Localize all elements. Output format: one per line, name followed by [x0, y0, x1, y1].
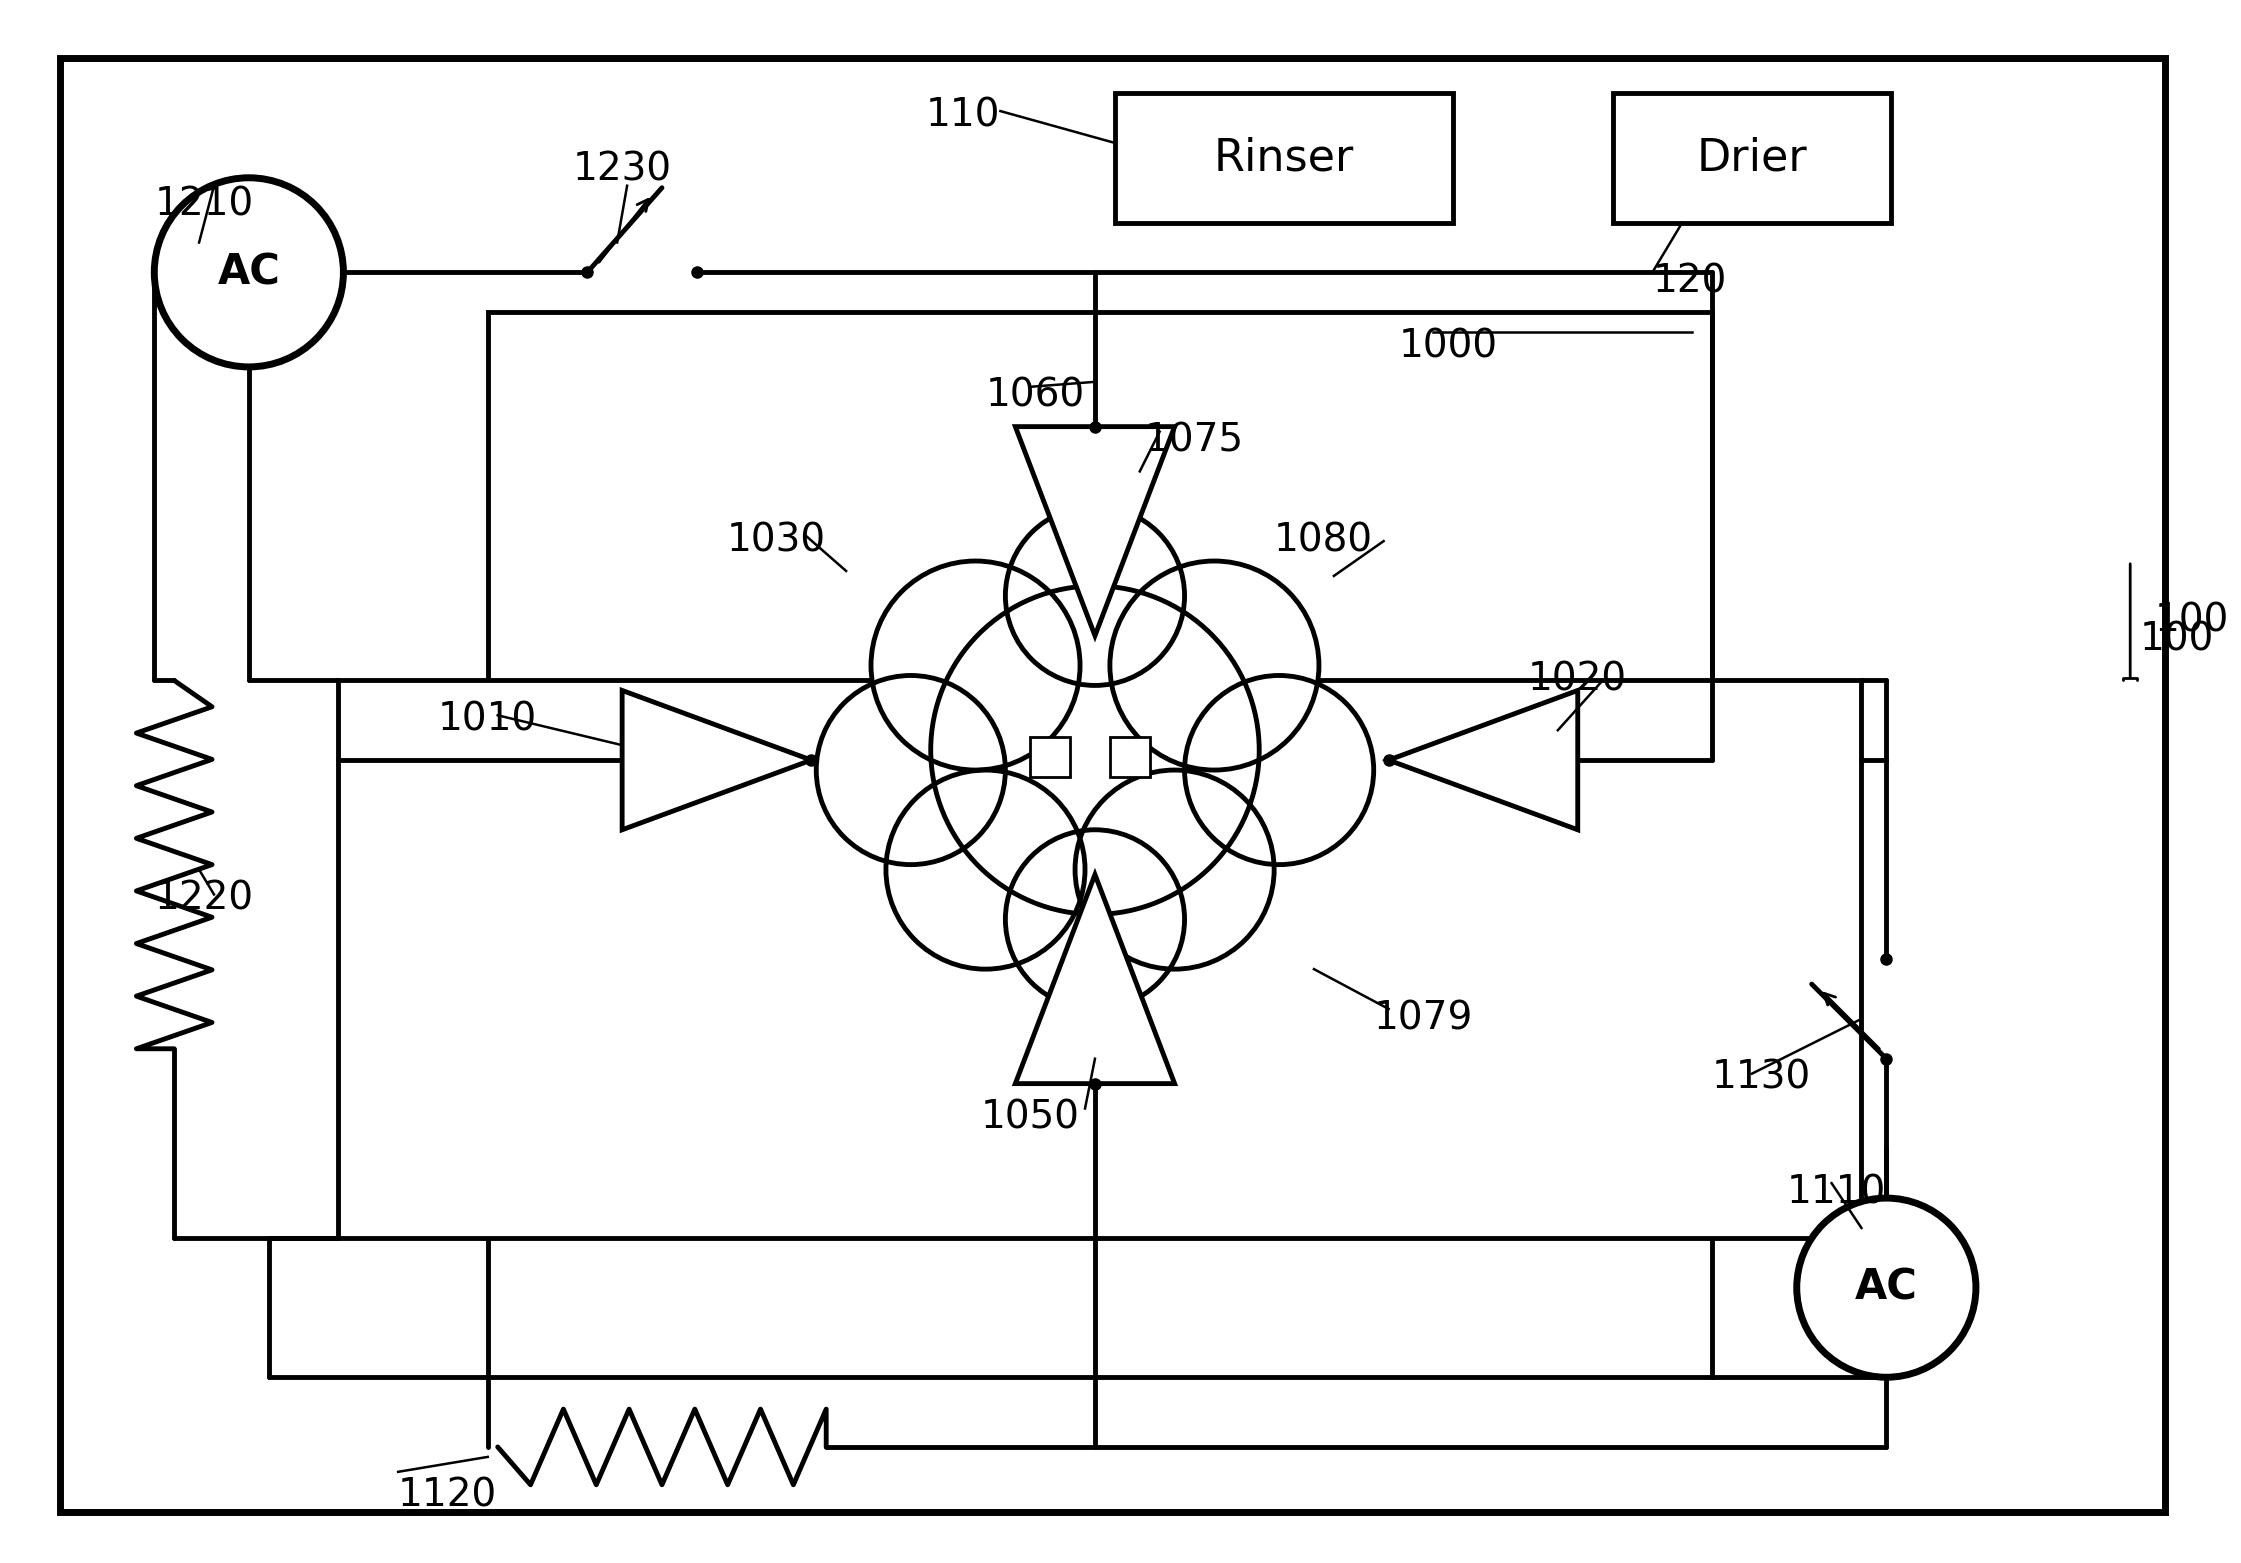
Circle shape [1109, 561, 1320, 771]
Text: 1220: 1220 [155, 880, 253, 917]
Circle shape [1006, 830, 1185, 1010]
Polygon shape [1015, 427, 1174, 636]
Circle shape [1797, 1199, 1977, 1377]
Text: AC: AC [217, 252, 280, 294]
Circle shape [1076, 771, 1275, 969]
Polygon shape [1389, 691, 1578, 830]
Text: 1000: 1000 [1398, 327, 1497, 366]
Circle shape [1006, 506, 1185, 686]
Text: 1130: 1130 [1712, 1058, 1811, 1097]
Bar [1114, 94, 1454, 222]
Text: AC: AC [1856, 1266, 1918, 1308]
Polygon shape [1015, 875, 1174, 1083]
Text: 120: 120 [1652, 263, 1728, 300]
Text: Drier: Drier [1696, 136, 1806, 180]
Text: 1060: 1060 [986, 377, 1085, 414]
Circle shape [816, 675, 1006, 864]
Circle shape [885, 771, 1085, 969]
Circle shape [930, 586, 1259, 914]
Text: 1210: 1210 [155, 186, 253, 224]
Text: 1020: 1020 [1528, 661, 1627, 699]
Text: 1230: 1230 [571, 152, 672, 189]
Bar [1109, 738, 1150, 777]
Text: 100: 100 [2156, 602, 2230, 639]
Bar [338, 680, 1862, 1238]
Text: 1050: 1050 [982, 1099, 1080, 1136]
Circle shape [155, 178, 343, 367]
Text: 1075: 1075 [1145, 422, 1244, 460]
Circle shape [1185, 675, 1374, 864]
Bar [489, 313, 1712, 1377]
Text: 1110: 1110 [1786, 1174, 1887, 1211]
Text: 1120: 1120 [399, 1477, 498, 1515]
Bar [1031, 738, 1071, 777]
Text: Rinser: Rinser [1215, 136, 1354, 180]
Text: 1079: 1079 [1374, 999, 1472, 1036]
Circle shape [872, 561, 1080, 771]
Text: 1030: 1030 [726, 520, 825, 560]
Text: 1010: 1010 [437, 700, 538, 738]
Text: 100: 100 [2140, 621, 2214, 658]
Polygon shape [623, 691, 811, 830]
Bar [1614, 94, 1891, 222]
Text: 110: 110 [926, 97, 999, 134]
Text: 1080: 1080 [1275, 520, 1374, 560]
